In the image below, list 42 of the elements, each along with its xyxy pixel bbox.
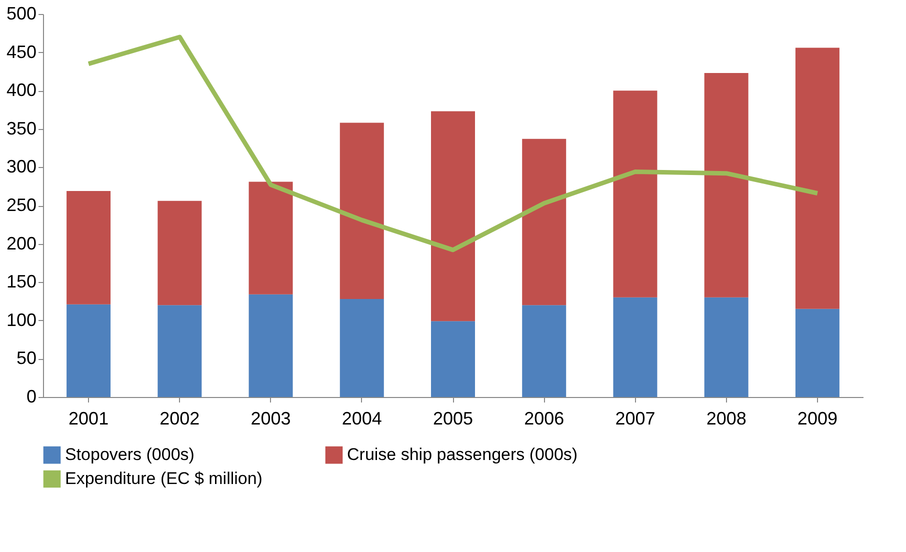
y-tick-label: 100: [6, 310, 36, 330]
y-tick-label: 450: [6, 42, 36, 62]
legend-label: Cruise ship passengers (000s): [347, 445, 578, 464]
bar: [340, 122, 384, 299]
line-series: [86, 34, 820, 252]
bar: [431, 111, 475, 322]
bar: [158, 200, 202, 306]
bar: [795, 308, 840, 397]
bar: [704, 297, 748, 397]
y-tick-label: 350: [6, 118, 36, 138]
y-tick-label: 50: [16, 348, 36, 368]
bar: [66, 190, 111, 304]
x-tick-label: 2009: [797, 408, 838, 428]
y-tick-label: 400: [6, 80, 36, 100]
x-tick-label: 2008: [706, 408, 746, 428]
x-tick-label: 2002: [160, 408, 200, 428]
y-tick-label: 500: [6, 4, 36, 24]
x-tick-label: 2004: [342, 408, 382, 428]
bar: [613, 297, 658, 397]
y-tick-label: 200: [6, 233, 36, 254]
x-tick-label: 2006: [524, 408, 564, 428]
bar: [795, 48, 840, 309]
x-tick-label: 2003: [250, 408, 291, 428]
bar: [613, 90, 658, 298]
bar: [340, 298, 384, 397]
bar: [431, 321, 475, 397]
bar: [704, 72, 748, 298]
y-tick-label: 0: [26, 386, 36, 406]
y-tick-label: 150: [6, 272, 36, 292]
bar: [66, 304, 111, 397]
bar: [522, 138, 566, 306]
y-tick-label: 300: [6, 156, 36, 177]
bar: [158, 305, 202, 397]
x-tick-label: 2005: [432, 408, 474, 428]
x-tick-label: 2001: [68, 408, 109, 428]
legend-label: Expenditure (EC $ million): [65, 469, 262, 488]
bar: [248, 182, 293, 294]
bar: [248, 294, 293, 397]
y-tick-label: 250: [6, 195, 36, 215]
legend-label: Stopovers (000s): [65, 445, 194, 464]
x-tick-label: 2007: [615, 408, 656, 428]
bar: [522, 305, 566, 397]
